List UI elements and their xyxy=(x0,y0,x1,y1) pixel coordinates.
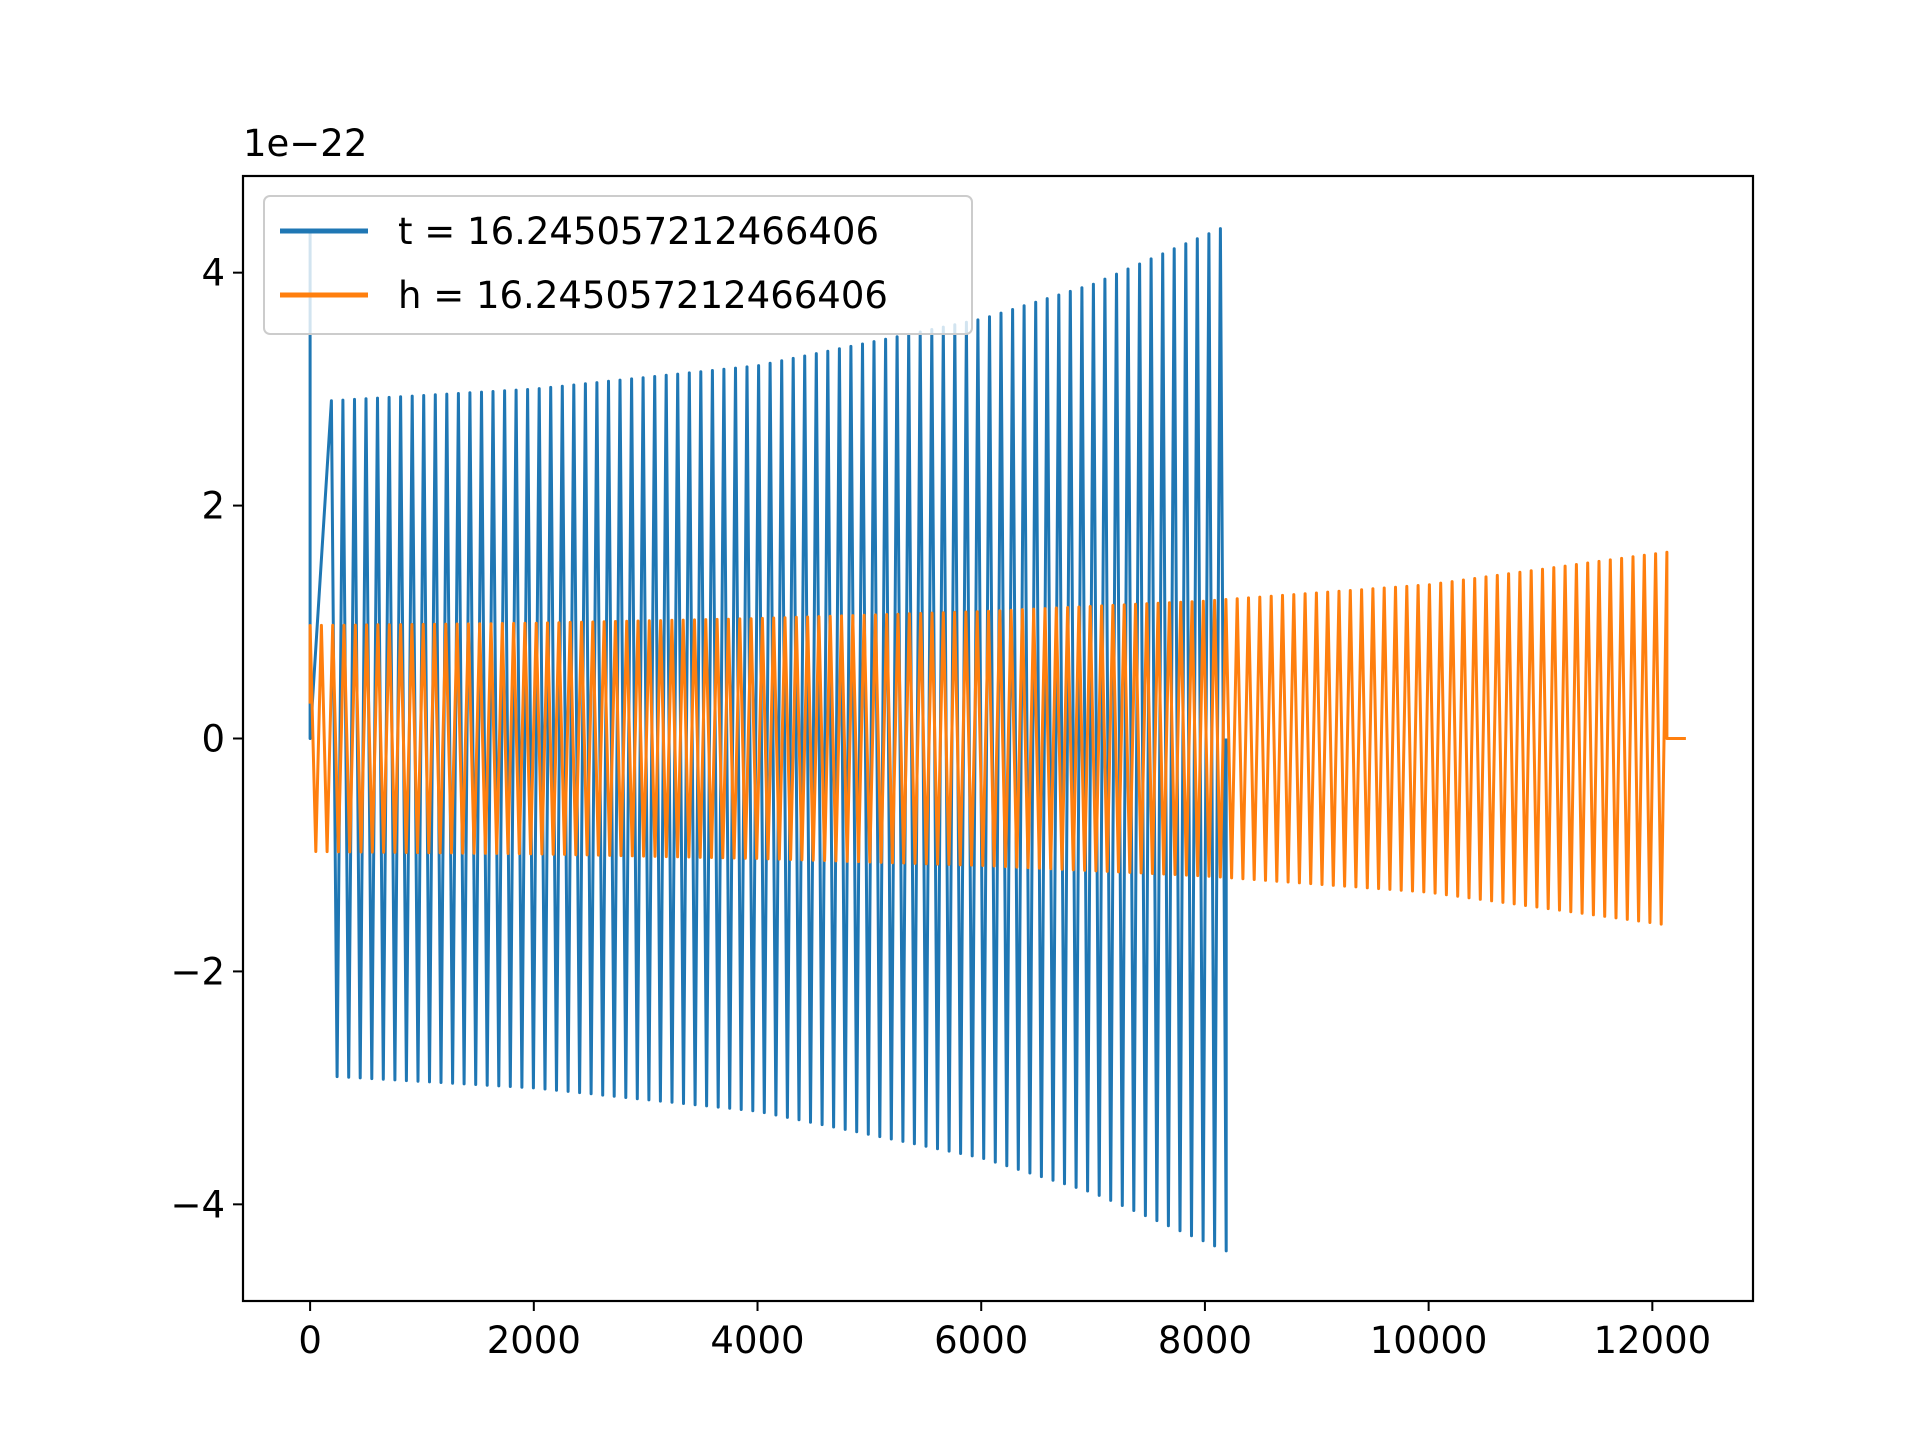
y-tick-label: 0 xyxy=(201,718,225,761)
legend-label: t = 16.245057212466406 xyxy=(398,210,879,253)
y-offset-label: 1e−22 xyxy=(243,122,367,165)
x-tick-label: 2000 xyxy=(487,1319,581,1362)
x-tick-label: 6000 xyxy=(934,1319,1028,1362)
y-tick-label: −2 xyxy=(170,950,225,993)
x-tick-label: 10000 xyxy=(1370,1319,1488,1362)
x-tick-label: 4000 xyxy=(710,1319,804,1362)
legend-box xyxy=(263,195,973,335)
y-tick-label: 2 xyxy=(201,485,225,528)
y-tick-label: −4 xyxy=(170,1183,225,1226)
y-axis: −4 −2 0 2 4 xyxy=(170,252,243,1226)
series-layer xyxy=(308,227,1686,1253)
series-line-h xyxy=(308,550,1686,926)
x-tick-label: 0 xyxy=(298,1319,322,1362)
x-axis: 0 2000 4000 6000 8000 10000 12000 xyxy=(298,1301,1711,1362)
x-tick-label: 8000 xyxy=(1158,1319,1252,1362)
y-tick-label: 4 xyxy=(201,252,225,295)
legend-label: h = 16.245057212466406 xyxy=(398,274,888,317)
legend: t = 16.245057212466406 h = 16.24505721246… xyxy=(263,195,973,335)
x-tick-label: 12000 xyxy=(1593,1319,1711,1362)
